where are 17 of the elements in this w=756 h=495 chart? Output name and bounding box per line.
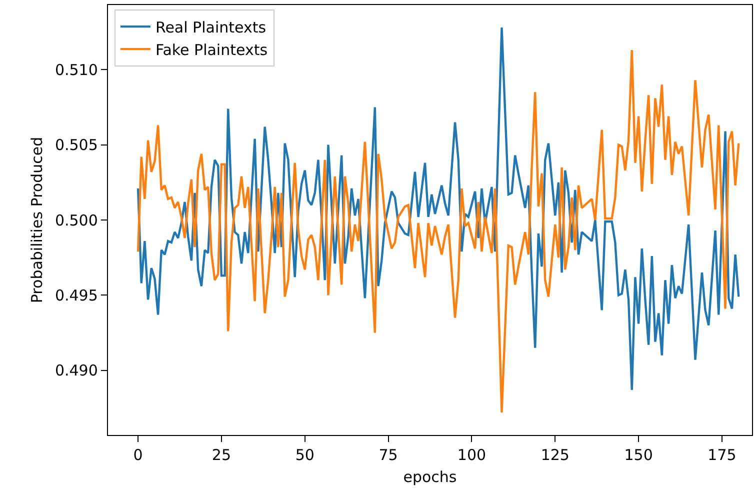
x-tick-label: 0 — [133, 446, 143, 464]
y-tick-label: 0.495 — [54, 286, 98, 304]
y-axis-title: Probabilities Produced — [28, 136, 46, 304]
x-axis-title: epochs — [403, 468, 457, 486]
legend-label: Fake Plaintexts — [155, 40, 268, 59]
y-tick-label: 0.505 — [54, 136, 98, 154]
x-tick-label: 75 — [378, 446, 398, 464]
x-tick-label: 25 — [212, 446, 231, 464]
x-tick-label: 125 — [540, 446, 570, 464]
x-tick-label: 50 — [295, 446, 314, 464]
y-tick-label: 0.490 — [54, 362, 98, 380]
y-tick-label: 0.510 — [54, 60, 98, 79]
y-tick-label: 0.500 — [54, 211, 98, 230]
x-tick-label: 150 — [624, 446, 653, 464]
x-tick-label: 175 — [708, 446, 736, 464]
x-tick-label: 100 — [457, 446, 486, 464]
legend-label: Real Plaintexts — [155, 18, 266, 36]
